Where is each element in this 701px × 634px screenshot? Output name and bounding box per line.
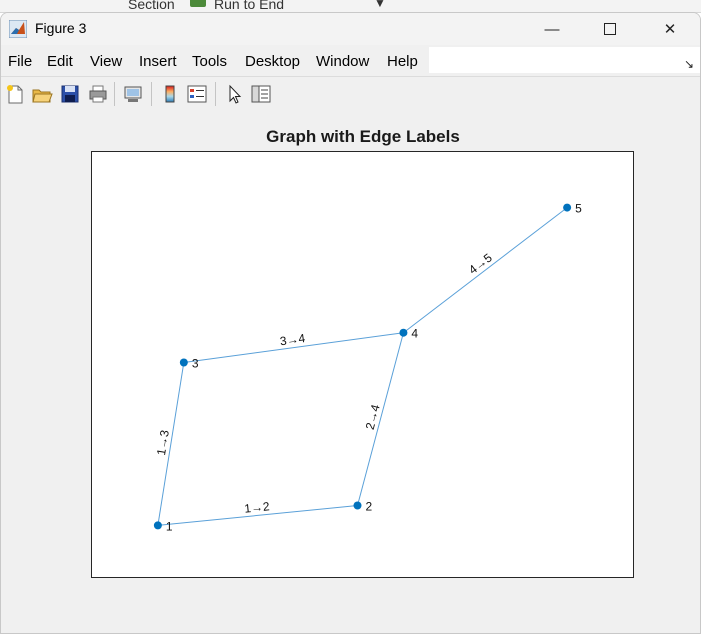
- edge-label: 1→3: [154, 429, 172, 457]
- background-run-label: Run to End: [214, 0, 285, 12]
- save-icon[interactable]: [59, 83, 81, 105]
- property-inspector-icon[interactable]: [250, 83, 272, 105]
- dropdown-triangle-icon: ▼: [374, 0, 386, 10]
- node-label: 2: [366, 500, 373, 514]
- figure-window: Figure 3 — ✕ File Edit View Insert Tools…: [0, 12, 701, 634]
- figure-toolbar: [1, 76, 700, 112]
- link-plot-icon[interactable]: [122, 83, 144, 105]
- close-button[interactable]: ✕: [641, 13, 699, 45]
- matlab-logo-icon: [9, 20, 27, 38]
- node-label: 5: [575, 202, 582, 216]
- maximize-icon: [604, 23, 616, 35]
- edit-plot-pointer-icon[interactable]: [223, 83, 245, 105]
- toolbar-separator: [215, 82, 216, 106]
- edge-label: 2→4: [363, 403, 383, 431]
- menu-insert[interactable]: Insert: [139, 53, 177, 70]
- print-icon[interactable]: [87, 83, 109, 105]
- open-file-icon[interactable]: [31, 83, 53, 105]
- menu-tools[interactable]: Tools: [192, 53, 228, 70]
- background-section-label: Section: [128, 0, 175, 12]
- edge-label: 1→2: [244, 499, 271, 515]
- node-label: 1: [166, 519, 173, 533]
- graph-node-4[interactable]: [399, 328, 408, 337]
- edge-2-4: [357, 332, 404, 506]
- figure-canvas: Graph with Edge Labels 1→2 1→3 2→4 3→4 4→5 1 2…: [1, 111, 700, 633]
- graph-node-2[interactable]: [353, 501, 362, 510]
- menu-help[interactable]: Help: [387, 53, 418, 70]
- menu-edit[interactable]: Edit: [47, 53, 73, 70]
- graph-node-5[interactable]: [563, 203, 572, 212]
- node-label: 3: [192, 357, 199, 371]
- graph-node-3[interactable]: [179, 358, 188, 367]
- run-to-end-icon: [190, 0, 206, 7]
- plot-title: Graph with Edge Labels: [266, 127, 460, 146]
- dock-arrow-icon[interactable]: ↘: [684, 57, 695, 71]
- window-title: Figure 3: [35, 20, 87, 36]
- plot-axes[interactable]: 1→2 1→3 2→4 3→4 4→5 1 2 3 4 5: [91, 151, 634, 578]
- edge-label: 3→4: [279, 331, 306, 348]
- menu-bar: File Edit View Insert Tools Desktop Wind…: [1, 45, 700, 75]
- menu-window[interactable]: Window: [316, 53, 370, 70]
- edge-3-4: [183, 332, 404, 364]
- maximize-button[interactable]: [581, 13, 639, 45]
- edge-label: 4→5: [466, 250, 495, 277]
- new-figure-icon[interactable]: [4, 83, 26, 105]
- insert-legend-icon[interactable]: [186, 83, 208, 105]
- edge-1-2: [157, 505, 358, 526]
- close-icon: ✕: [663, 21, 677, 38]
- graph-plot: 1→2 1→3 2→4 3→4 4→5 1 2 3 4 5: [153, 202, 582, 533]
- title-bar[interactable]: Figure 3 — ✕: [1, 13, 700, 45]
- menu-bar-empty-area: [429, 47, 700, 73]
- toolbar-separator: [151, 82, 152, 106]
- toolbar-separator: [114, 82, 115, 106]
- graph-node-1[interactable]: [153, 521, 162, 530]
- menu-view[interactable]: View: [90, 53, 123, 70]
- edge-1-3: [157, 362, 185, 526]
- minimize-icon: —: [544, 20, 560, 38]
- insert-colorbar-icon[interactable]: [159, 83, 181, 105]
- menu-file[interactable]: File: [8, 53, 33, 70]
- menu-desktop[interactable]: Desktop: [245, 53, 301, 70]
- node-label: 4: [411, 327, 418, 341]
- minimize-button[interactable]: —: [523, 13, 581, 45]
- edge-4-5: [403, 207, 568, 334]
